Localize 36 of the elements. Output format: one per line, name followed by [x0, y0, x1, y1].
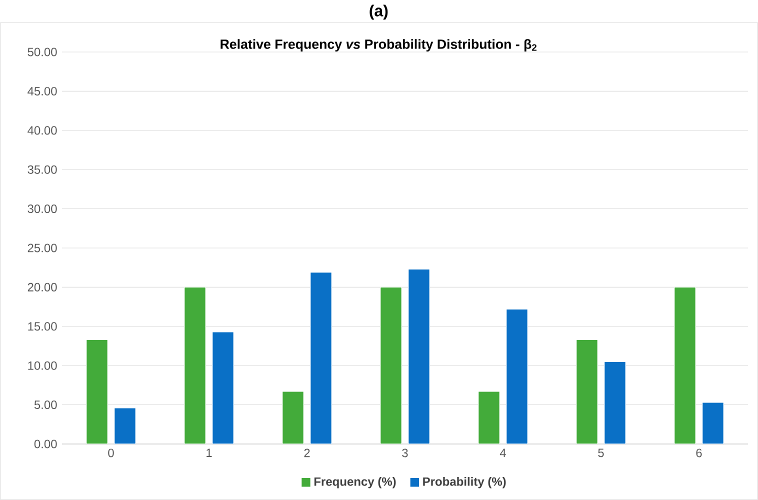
y-tick-label: 40.00 — [28, 126, 57, 135]
y-tick-label: 30.00 — [28, 204, 57, 214]
x-tick-label: 5 — [598, 448, 604, 458]
x-tick-label: 6 — [696, 448, 702, 458]
x-tick-label: 4 — [500, 448, 506, 457]
legend-label: Probability (%) — [423, 477, 506, 488]
text: (a) — [370, 4, 388, 20]
x-tick-label: 3 — [402, 448, 408, 458]
y-tick-label: 35.00 — [28, 165, 57, 174]
x-tick-label: 0 — [108, 448, 114, 458]
y-tick-label: 25.00 — [28, 244, 57, 252]
y-tick-label: 0.00 — [34, 440, 57, 448]
legend-label: Frequency (%) — [314, 477, 396, 488]
bar — [380, 286, 402, 444]
chart-title: Relative Frequency vs Probability Distribution - β$_{2}$ — [220, 39, 536, 52]
bar — [702, 402, 724, 444]
y-tick-label: 50.00 — [28, 48, 57, 56]
bar — [576, 339, 598, 444]
bar — [310, 272, 332, 444]
x-tick-label: 1 — [206, 448, 212, 457]
bar — [674, 286, 696, 444]
bar — [282, 391, 304, 444]
y-tick-label: 15.00 — [28, 322, 57, 331]
y-tick-label: 20.00 — [28, 282, 57, 292]
y-tick-label: 45.00 — [28, 86, 57, 96]
bar — [184, 286, 206, 444]
bar — [212, 332, 234, 444]
bar — [506, 308, 528, 444]
x-tick-label: 2 — [304, 448, 310, 458]
bar — [604, 361, 626, 444]
y-tick-label: 10.00 — [28, 361, 57, 370]
bar — [114, 408, 136, 444]
bar — [478, 391, 500, 444]
bar — [408, 268, 430, 444]
bar — [86, 339, 108, 444]
y-tick-label: 5.00 — [34, 400, 57, 410]
